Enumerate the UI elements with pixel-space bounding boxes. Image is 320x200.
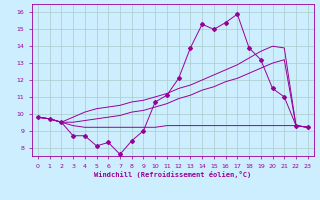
X-axis label: Windchill (Refroidissement éolien,°C): Windchill (Refroidissement éolien,°C) bbox=[94, 171, 252, 178]
